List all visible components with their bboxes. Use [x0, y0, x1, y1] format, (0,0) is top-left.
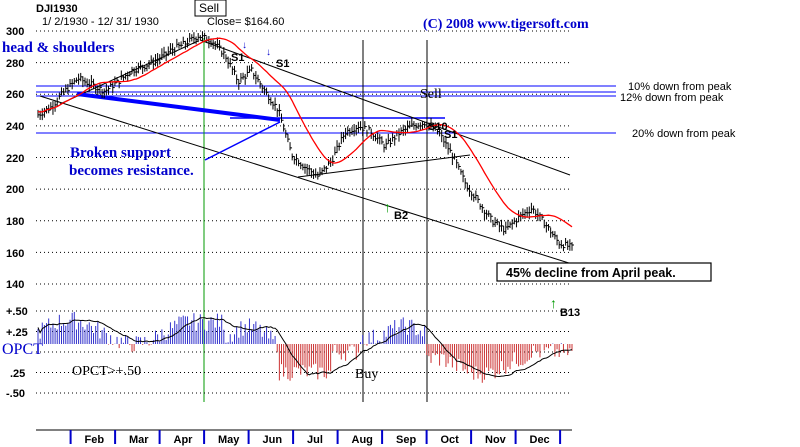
s1-label-a: S1 [231, 52, 244, 64]
s1-arrow-a: ↓ [242, 40, 247, 51]
broken-support-line [76, 92, 281, 122]
price-grid [36, 30, 572, 285]
opct-title: OPCT [2, 341, 43, 358]
y-tick-160: 160 [6, 248, 24, 260]
opct-tick-minus50: -.50 [6, 388, 25, 400]
month-label: Oct [441, 434, 460, 446]
y-tick-220: 220 [6, 153, 24, 165]
opct-tick-plus50: +.50 [6, 306, 28, 318]
moving-average-line [37, 37, 573, 228]
decline-label: 45% decline from April peak. [506, 266, 676, 280]
y-tick-140: 140 [6, 279, 24, 291]
s10-label: S10 [428, 121, 448, 133]
buy-label: Buy [355, 367, 378, 382]
percent-down-lines: 10% down from peak 12% down from peak 20… [36, 81, 736, 140]
y-tick-240: 240 [6, 121, 24, 133]
close-label: Close= $164.60 [207, 16, 284, 28]
becomes-resistance-label: becomes resistance. [69, 163, 194, 179]
month-label: Apr [174, 434, 194, 446]
flag-line [297, 154, 471, 178]
b2-arrow: ↑ [384, 199, 391, 215]
b13-label: B13 [560, 307, 580, 319]
b2-label: B2 [394, 210, 408, 222]
price-y-axis: 300 280 260 240 220 200 180 160 140 [6, 26, 24, 291]
sell-sep-label: Sell [420, 87, 442, 102]
price-bars [37, 31, 574, 252]
s1-label-b: S1 [276, 58, 289, 70]
ten-percent-label: 10% down from peak [628, 81, 732, 93]
month-label: Feb [85, 434, 105, 446]
decline-box [496, 262, 712, 282]
upper-channel-line [199, 39, 571, 176]
month-label: Aug [352, 434, 373, 446]
head-shoulders-label: head & shoulders [2, 40, 115, 56]
y-tick-200: 200 [6, 184, 24, 196]
y-tick-280: 280 [6, 58, 24, 70]
sell-box-label: Sell [199, 1, 219, 15]
symbol-label: DJI1930 [36, 3, 78, 15]
month-label: Jun [263, 434, 283, 446]
y-tick-300: 300 [6, 26, 24, 38]
date-range-label: 1/ 2/1930 - 12/ 31/ 1930 [42, 16, 159, 28]
opct-rule-label: OPCT>+.50 [72, 364, 141, 379]
month-axis: Feb Mar Apr May Jun Jul Aug Sep Oct Nov Dec [36, 429, 572, 446]
copyright-label: (C) 2008 www.tigersoft.com [423, 17, 589, 32]
month-label: Nov [485, 434, 507, 446]
y-tick-180: 180 [6, 216, 24, 228]
s1-arrow-b: ↓ [266, 47, 271, 58]
month-label: Mar [129, 434, 149, 446]
opct-tick-plus25: +.25 [6, 327, 28, 339]
b13-arrow: ↑ [550, 295, 557, 311]
broken-support-label: Broken support [70, 145, 171, 161]
twenty-percent-label: 20% down from peak [632, 128, 736, 140]
y-tick-260: 260 [6, 89, 24, 101]
opct-ma-line [37, 317, 573, 378]
lower-channel-line [39, 95, 573, 265]
opct-tick-25: .25 [10, 368, 25, 380]
twelve-percent-label: 12% down from peak [620, 92, 724, 104]
opct-bars [37, 311, 573, 383]
month-label: Dec [530, 434, 550, 446]
broken-support-pointer [204, 121, 281, 161]
opct-grid [36, 310, 572, 394]
s1-label-c: S1 [444, 129, 457, 141]
month-label: Sep [396, 434, 416, 446]
month-label: May [218, 434, 240, 446]
month-label: Jul [307, 434, 323, 446]
sell-box [194, 0, 227, 17]
